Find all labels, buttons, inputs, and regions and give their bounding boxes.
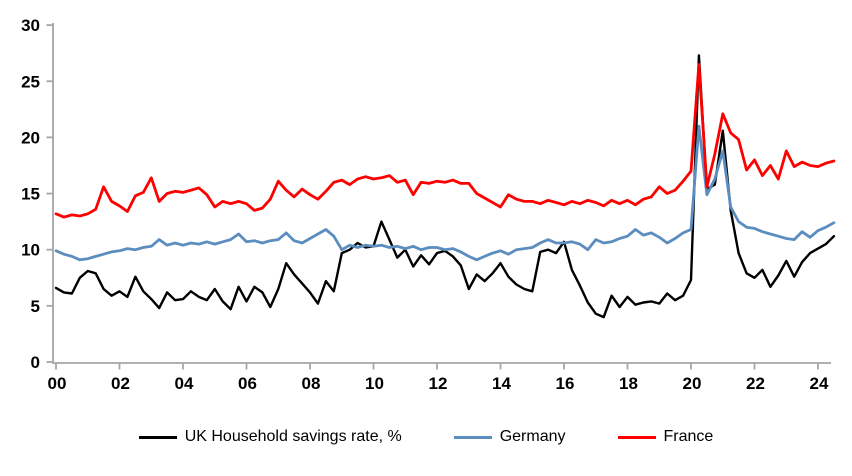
legend-item-germany: Germany: [453, 428, 566, 446]
legend-item-uk: UK Household savings rate, %: [138, 428, 402, 446]
x-tick-label: 12: [429, 374, 448, 393]
x-tick-label: 02: [111, 374, 130, 393]
series-line-france: [54, 63, 836, 219]
y-tick-label: 30: [21, 16, 40, 35]
y-tick-label: 10: [21, 241, 40, 260]
germany-line-swatch: [453, 435, 492, 439]
x-tick-label: 16: [556, 374, 575, 393]
series-line-uk: [54, 54, 836, 319]
germany-legend-label: Germany: [499, 428, 566, 445]
france-line-swatch: [617, 435, 656, 439]
uk-line-swatch: [138, 435, 177, 439]
x-tick-label: 04: [175, 374, 194, 393]
france-legend-label: France: [663, 428, 714, 445]
legend-item-france: France: [617, 428, 714, 446]
x-tick-label: 24: [810, 374, 829, 393]
y-tick-label: 20: [21, 128, 40, 147]
axis-lines: [52, 23, 831, 364]
x-tick-label: 22: [746, 374, 765, 393]
x-tick-label: 06: [238, 374, 257, 393]
x-tick-label: 10: [365, 374, 384, 393]
x-tick-label: 20: [683, 374, 702, 393]
savings-rate-line-chart: 0 5 10 15 20 25 30 00 02 04 06 08 10 12 14 16 18 20 22 24: [21, 16, 836, 393]
y-tick-label: 5: [31, 297, 40, 316]
x-tick-label: 18: [619, 374, 638, 393]
x-tick-label: 08: [302, 374, 321, 393]
uk-legend-label: UK Household savings rate, %: [184, 428, 402, 445]
y-tick-label: 0: [31, 353, 40, 372]
series-line-germany: [54, 124, 836, 262]
y-tick-label: 15: [21, 185, 40, 204]
y-tick-label: 25: [21, 72, 40, 91]
x-tick-label: 00: [48, 374, 67, 393]
chart-legend: UK Household savings rate, % Germany Fra…: [0, 428, 852, 446]
x-tick-label: 14: [492, 374, 511, 393]
